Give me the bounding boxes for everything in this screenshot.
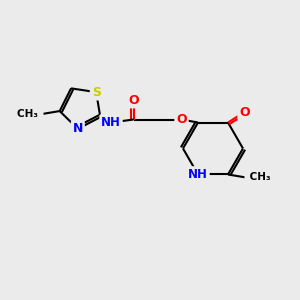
Text: O: O [176,113,187,126]
Text: CH₃: CH₃ [246,172,271,182]
Text: N: N [73,122,83,135]
Text: NH: NH [188,168,208,181]
Text: O: O [239,106,250,118]
Text: CH₃: CH₃ [17,109,42,119]
Text: NH: NH [101,116,121,129]
Text: S: S [92,85,101,99]
Text: O: O [128,94,139,106]
